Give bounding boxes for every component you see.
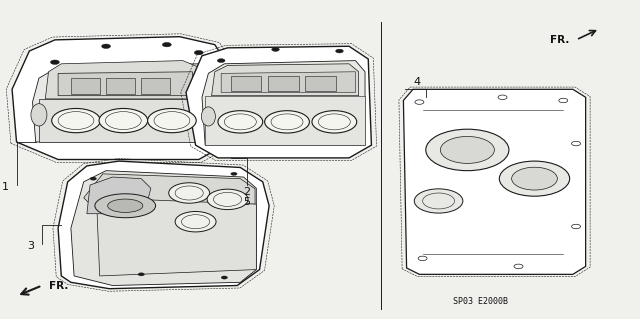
Polygon shape <box>403 89 586 274</box>
Polygon shape <box>212 64 358 96</box>
Circle shape <box>99 108 148 133</box>
Circle shape <box>511 167 557 190</box>
Circle shape <box>138 273 145 276</box>
Polygon shape <box>202 61 365 145</box>
Polygon shape <box>12 37 228 160</box>
Circle shape <box>51 60 60 64</box>
Polygon shape <box>45 61 202 99</box>
Circle shape <box>312 111 356 133</box>
Ellipse shape <box>95 194 156 218</box>
Polygon shape <box>231 76 262 91</box>
Polygon shape <box>39 99 215 142</box>
Circle shape <box>218 111 263 133</box>
Polygon shape <box>221 72 355 93</box>
Circle shape <box>163 42 172 47</box>
Circle shape <box>169 183 210 203</box>
Circle shape <box>414 189 463 213</box>
Circle shape <box>265 111 309 133</box>
Text: FR.: FR. <box>49 280 68 291</box>
Polygon shape <box>58 72 193 96</box>
Text: 3: 3 <box>27 241 34 251</box>
Ellipse shape <box>202 107 216 126</box>
Circle shape <box>52 108 100 133</box>
Text: 1: 1 <box>2 182 9 192</box>
Circle shape <box>231 172 237 175</box>
Circle shape <box>335 49 343 53</box>
Polygon shape <box>33 64 215 142</box>
Polygon shape <box>84 174 255 204</box>
Ellipse shape <box>108 199 143 212</box>
Circle shape <box>218 59 225 63</box>
Circle shape <box>271 48 279 51</box>
Polygon shape <box>97 198 257 276</box>
Polygon shape <box>71 78 100 94</box>
Circle shape <box>195 50 204 55</box>
Circle shape <box>426 129 509 171</box>
Circle shape <box>207 189 248 210</box>
Circle shape <box>102 44 111 48</box>
Text: 4: 4 <box>413 77 420 87</box>
Polygon shape <box>205 96 365 145</box>
Circle shape <box>175 211 216 232</box>
Polygon shape <box>186 46 371 158</box>
Polygon shape <box>305 76 335 91</box>
Polygon shape <box>58 161 269 289</box>
Polygon shape <box>141 78 170 94</box>
Circle shape <box>148 108 196 133</box>
Circle shape <box>499 161 570 196</box>
Text: 5: 5 <box>243 197 250 207</box>
Polygon shape <box>268 76 298 91</box>
Text: SP03 E2000B: SP03 E2000B <box>452 297 508 306</box>
Text: 2: 2 <box>243 187 250 197</box>
Ellipse shape <box>31 104 47 126</box>
Text: FR.: FR. <box>550 35 570 45</box>
Polygon shape <box>87 177 151 214</box>
Circle shape <box>90 177 97 180</box>
Circle shape <box>440 137 494 163</box>
Circle shape <box>221 276 228 279</box>
Polygon shape <box>106 78 135 94</box>
Polygon shape <box>71 171 257 286</box>
